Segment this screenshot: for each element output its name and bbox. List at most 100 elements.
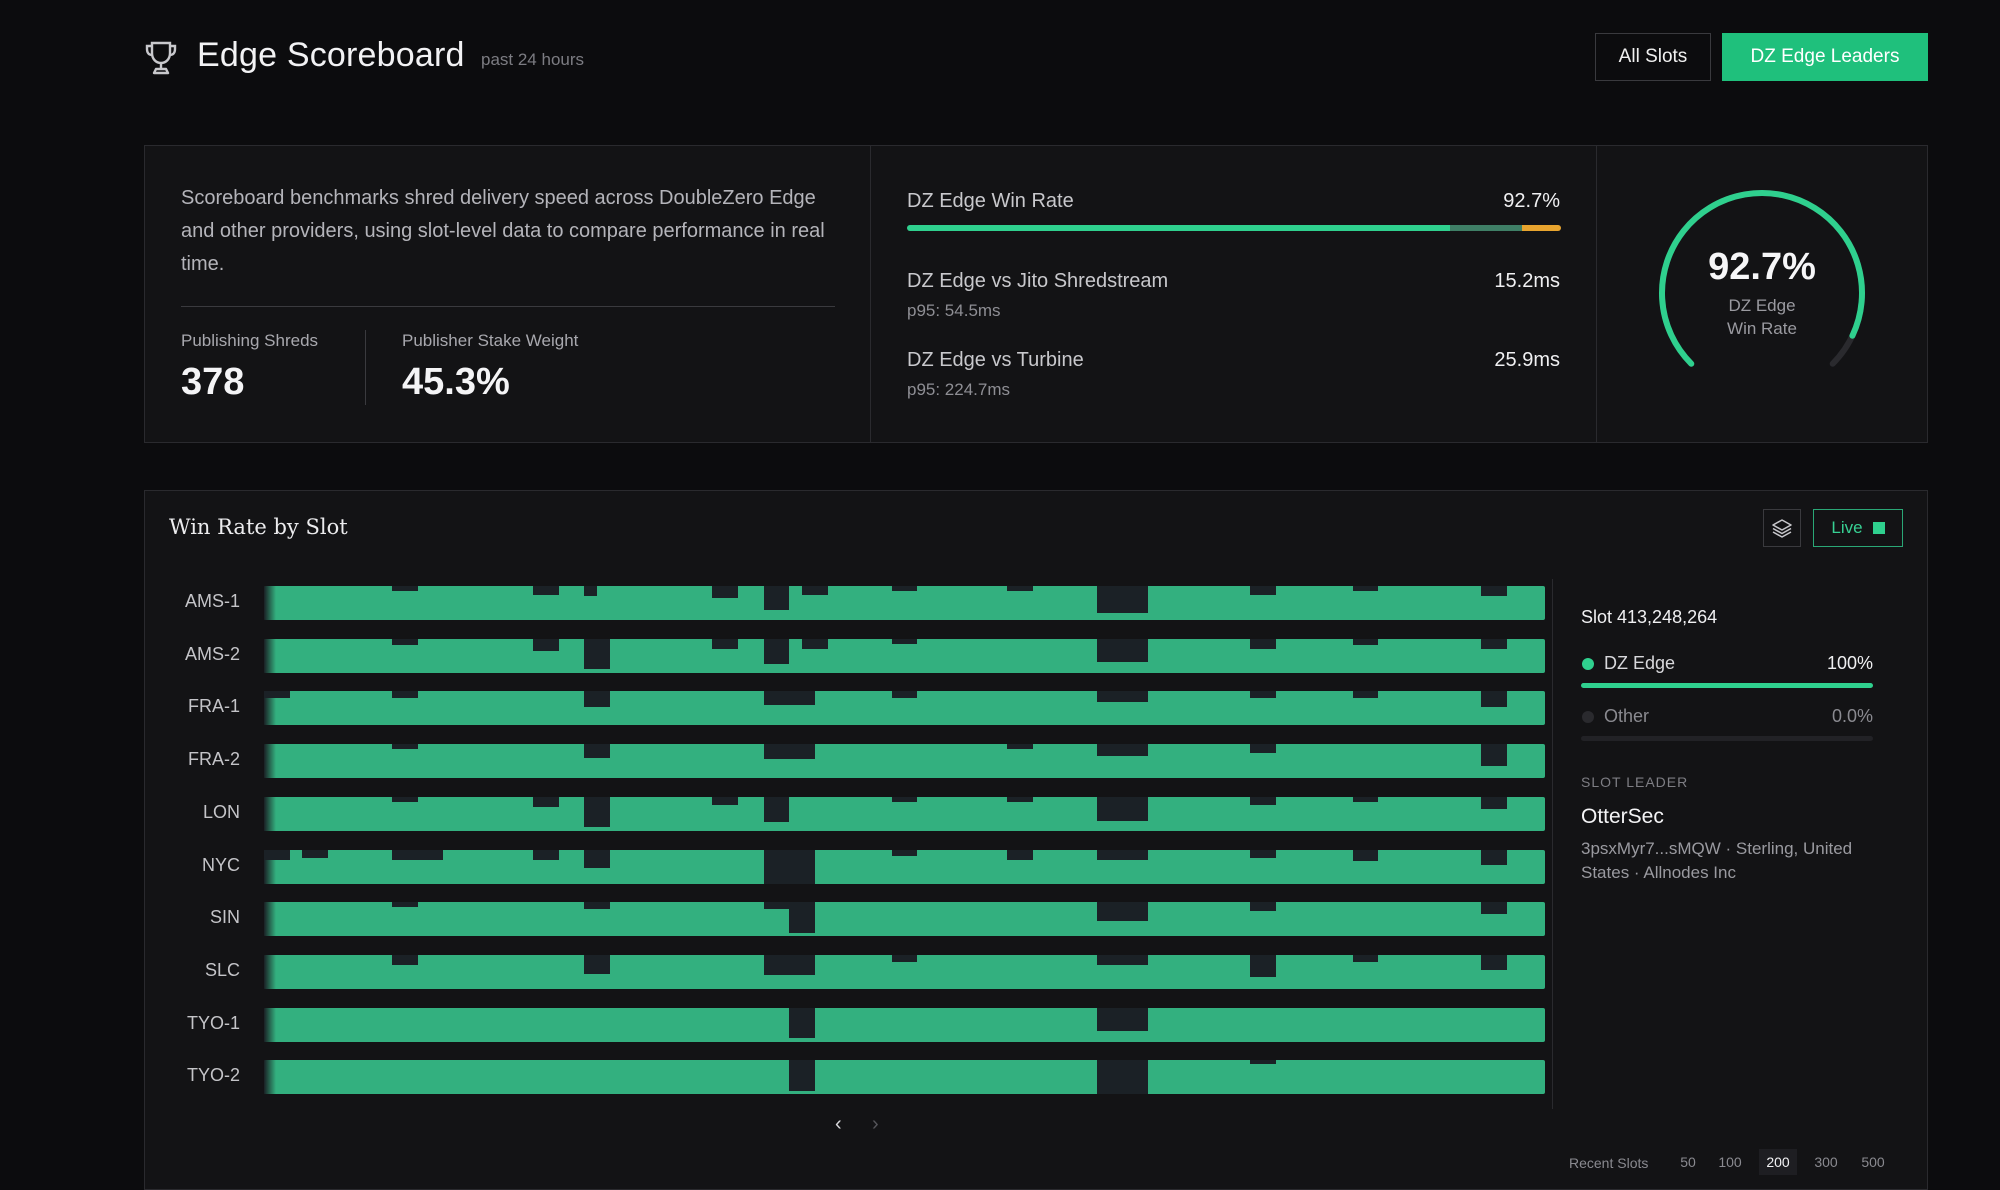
stake-weight-label: Publisher Stake Weight <box>402 331 579 350</box>
loss-segment <box>533 796 559 807</box>
region-strip-tyo-2[interactable] <box>264 1060 1545 1095</box>
tab-dz-edge-leaders[interactable]: DZ Edge Leaders <box>1722 33 1928 81</box>
chart-title: Win Rate by Slot <box>169 515 348 539</box>
loss-segment <box>1250 586 1276 595</box>
loss-segment <box>392 796 418 802</box>
win-rate-bar <box>907 225 1561 231</box>
live-indicator-icon <box>1872 522 1885 534</box>
next-page-button[interactable]: › <box>872 1113 879 1135</box>
loss-segment <box>891 638 918 644</box>
gauge-label-line1: DZ Edge <box>1728 296 1796 315</box>
region-strip-slc[interactable] <box>264 954 1545 989</box>
layers-button[interactable] <box>1763 509 1801 547</box>
loss-segment <box>1250 1060 1276 1064</box>
slot-number: Slot 413,248,264 <box>1581 607 1718 627</box>
loss-segment <box>1096 796 1148 821</box>
region-strip-ams-2[interactable] <box>264 638 1545 673</box>
region-strip-fra-1[interactable] <box>264 691 1545 726</box>
loss-segment <box>1006 849 1033 860</box>
dz-edge-legend-name: DZ Edge <box>1604 653 1676 673</box>
region-strip-ams-1[interactable] <box>264 586 1545 620</box>
loss-segment <box>392 691 418 699</box>
loss-segment <box>763 796 790 823</box>
region-label-fra-1: FRA-1 <box>187 696 240 717</box>
region-label-nyc: NYC <box>201 854 240 875</box>
publishing-shreds-value: 378 <box>181 361 245 403</box>
tab-all-slots[interactable]: All Slots <box>1595 33 1711 81</box>
loss-segment <box>1352 638 1379 646</box>
region-strip-lon[interactable] <box>264 796 1545 831</box>
region-label-lon: LON <box>202 801 240 822</box>
loss-segment <box>1352 954 1379 962</box>
loss-segment <box>392 586 418 592</box>
loss-segment <box>264 691 290 699</box>
region-strip-nyc[interactable] <box>264 849 1545 884</box>
loss-segment <box>1250 849 1276 858</box>
region-strip-sin[interactable] <box>264 902 1545 937</box>
loss-segment <box>891 849 918 857</box>
loss-segment <box>802 638 828 649</box>
recent-option-100[interactable]: 100 <box>1718 1154 1742 1170</box>
loss-segment <box>1096 1007 1148 1032</box>
loss-segment <box>584 638 610 670</box>
dz-edge-legend-value: 100% <box>1826 653 1873 673</box>
stat-separator <box>365 330 366 405</box>
loss-segment <box>1480 691 1507 707</box>
loss-segment <box>712 638 738 649</box>
gauge-column: 92.7% DZ Edge Win Rate <box>1597 146 1927 442</box>
loss-segment <box>1250 902 1276 911</box>
loss-segment <box>1096 954 1148 966</box>
region-label-sin: SIN <box>209 907 240 928</box>
recent-option-50[interactable]: 50 <box>1680 1154 1696 1170</box>
region-label-fra-2: FRA-2 <box>187 749 240 770</box>
recent-slots-label: Recent Slots <box>1569 1155 1649 1171</box>
loss-segment <box>1006 586 1033 592</box>
metrics-column: DZ Edge Win Rate 92.7% DZ Edge vs Jito S… <box>871 146 1597 442</box>
recent-option-300[interactable]: 300 <box>1814 1154 1838 1170</box>
page-header: Edge Scoreboard past 24 hours All Slots … <box>144 32 1928 84</box>
jito-comparison-label: DZ Edge vs Jito Shredstream <box>907 270 1169 292</box>
loss-segment <box>1096 849 1148 860</box>
loss-segment <box>1480 902 1507 915</box>
region-strip-tyo-1[interactable] <box>264 1007 1545 1042</box>
loss-segment <box>302 849 329 858</box>
loss-segment <box>1250 796 1276 806</box>
loss-segment <box>763 691 815 705</box>
loss-segment <box>1096 586 1148 614</box>
loss-segment <box>763 849 815 884</box>
loss-segment <box>1480 586 1507 597</box>
loss-segment <box>763 586 790 610</box>
loss-segment <box>763 638 790 665</box>
other-share-bar <box>1581 736 1873 741</box>
loss-segment <box>763 744 815 760</box>
loss-segment <box>1480 638 1507 649</box>
description: Scoreboard benchmarks shred delivery spe… <box>181 187 825 275</box>
loss-segment <box>584 744 610 758</box>
turbine-comparison-value: 25.9ms <box>1494 349 1560 371</box>
recent-option-500[interactable]: 500 <box>1861 1154 1885 1170</box>
loss-segment <box>1006 744 1033 750</box>
loss-segment <box>392 849 444 860</box>
slot-leader-info: 3psxMyr7...sMQW · Sterling, United State… <box>1581 839 1853 882</box>
loss-segment <box>1096 691 1148 702</box>
win-rate-value: 92.7% <box>1503 190 1560 212</box>
live-toggle[interactable]: Live <box>1813 509 1903 547</box>
loss-segment <box>1250 691 1276 699</box>
loss-segment <box>1096 638 1148 663</box>
recent-option-200[interactable]: 200 <box>1759 1149 1797 1175</box>
loss-segment <box>1096 902 1148 921</box>
prev-page-button[interactable]: ‹ <box>835 1113 842 1135</box>
slot-leader-name: OtterSec <box>1581 805 1664 828</box>
loss-segment <box>392 638 418 646</box>
loss-segment <box>1250 638 1276 649</box>
overview-column: Scoreboard benchmarks shred delivery spe… <box>145 146 871 442</box>
loss-segment <box>1250 744 1276 753</box>
region-strip-fra-2[interactable] <box>264 744 1545 779</box>
loss-segment <box>584 586 598 597</box>
turbine-comparison-label: DZ Edge vs Turbine <box>907 349 1084 371</box>
loss-segment <box>789 1060 815 1091</box>
loss-segment <box>584 902 610 909</box>
loss-segment <box>584 796 610 828</box>
loss-segment <box>802 586 828 595</box>
page-subtitle: past 24 hours <box>481 50 585 69</box>
